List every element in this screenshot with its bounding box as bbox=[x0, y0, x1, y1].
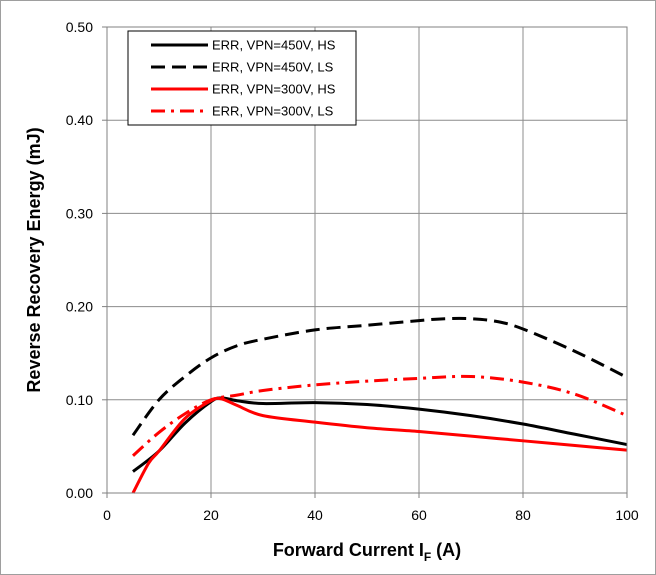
legend-box bbox=[127, 30, 357, 126]
y-axis-title: Reverse Recovery Energy (mJ) bbox=[24, 127, 44, 392]
legend-entry-label: ERR, VPN=300V, LS bbox=[212, 104, 334, 119]
series-line-err-vpn-450v-hs bbox=[132, 396, 628, 473]
x-tick-label: 100 bbox=[615, 507, 639, 523]
x-axis-title-subscript: F bbox=[424, 550, 431, 564]
y-tick-label: 0.20 bbox=[66, 299, 93, 315]
x-tick-label: 40 bbox=[307, 507, 323, 523]
legend-entry-label: ERR, VPN=450V, LS bbox=[212, 60, 334, 75]
x-tick-label: 0 bbox=[103, 507, 111, 523]
legend-entry-label: ERR, VPN=450V, HS bbox=[212, 38, 336, 53]
y-tick-label: 0.10 bbox=[66, 392, 93, 408]
legend-entry-label: ERR, VPN=300V, HS bbox=[212, 82, 336, 97]
y-tick-label: 0.40 bbox=[66, 112, 93, 128]
series-line-err-vpn-450v-ls bbox=[131, 316, 628, 437]
tick-labels: 0 20 40 60 80 100 0.00 0.10 0.20 0.30 0.40 0.50 bbox=[66, 19, 639, 523]
series-layer bbox=[131, 316, 628, 494]
x-tick-label: 60 bbox=[411, 507, 427, 523]
y-tick-label: 0.50 bbox=[66, 19, 93, 35]
plot-border bbox=[106, 26, 628, 494]
series-line-err-vpn-300v-ls bbox=[131, 374, 628, 457]
y-tick-label: 0.30 bbox=[66, 205, 93, 221]
y-tick-label: 0.00 bbox=[66, 485, 93, 501]
x-axis-title-unit: (A) bbox=[431, 540, 461, 560]
series-line-err-vpn-300v-hs bbox=[131, 396, 628, 494]
x-axis-title: Forward Current IF (A) bbox=[273, 540, 461, 564]
x-tick-label: 80 bbox=[515, 507, 531, 523]
x-axis-title-main: Forward Current I bbox=[273, 540, 424, 560]
legend: ERR, VPN=450V, HS ERR, VPN=450V, LS ERR, V… bbox=[127, 30, 357, 126]
x-tick-label: 20 bbox=[203, 507, 219, 523]
